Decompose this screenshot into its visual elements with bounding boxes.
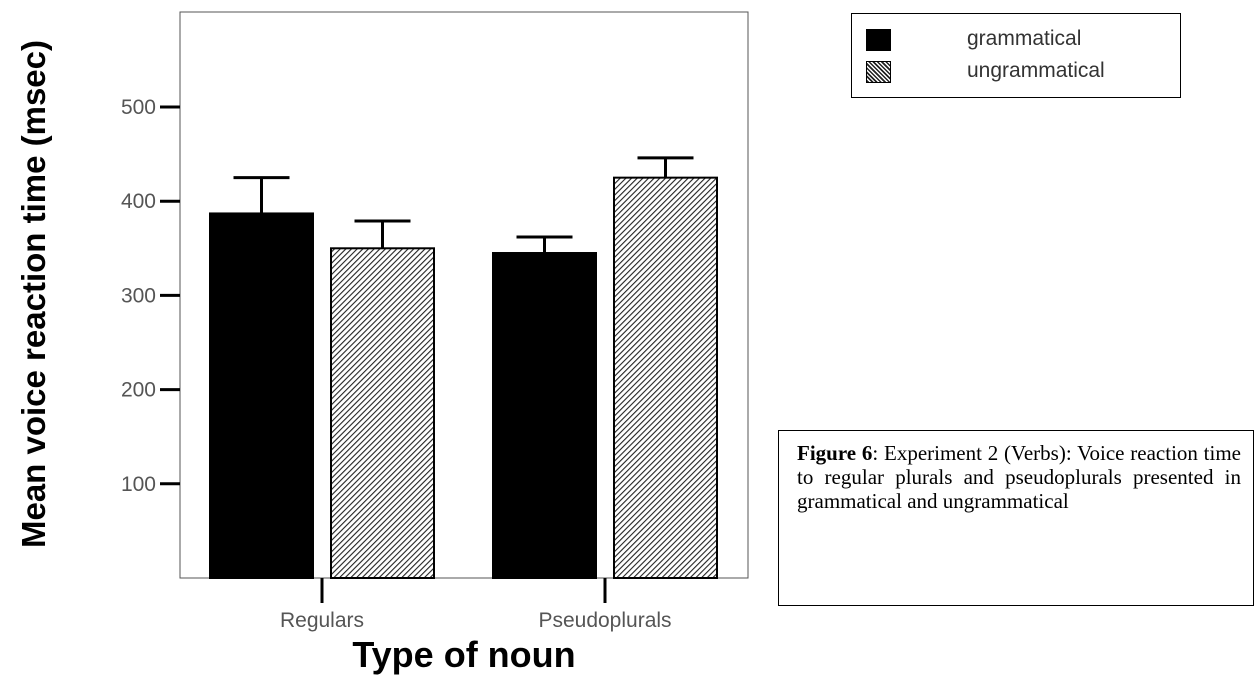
bars bbox=[209, 156, 718, 580]
y-tick-label: 400 bbox=[121, 190, 156, 213]
bar-grammatical-pseudoplurals bbox=[492, 252, 597, 579]
x-tick-label: Pseudoplurals bbox=[538, 609, 671, 632]
legend-label-grammatical: grammatical bbox=[967, 27, 1082, 50]
bar-ungrammatical-pseudoplurals bbox=[613, 176, 718, 579]
x-tick-label: Regulars bbox=[280, 609, 364, 632]
x-axis-label: Type of noun bbox=[352, 634, 575, 675]
x-axis: Regulars Pseudoplurals bbox=[280, 578, 672, 632]
figure-caption-label: Figure 6 bbox=[797, 441, 873, 465]
legend: grammatical ungrammatical bbox=[851, 13, 1181, 98]
bar-ungrammatical-regulars bbox=[330, 247, 435, 580]
figure-caption: Figure 6: Experiment 2 (Verbs): Voice re… bbox=[778, 430, 1254, 606]
legend-swatch-ungrammatical bbox=[866, 61, 891, 83]
legend-label-ungrammatical: ungrammatical bbox=[967, 59, 1105, 82]
y-tick-label: 200 bbox=[121, 379, 156, 402]
bar-grammatical-regulars bbox=[209, 212, 314, 579]
y-tick-label: 100 bbox=[121, 473, 156, 496]
y-tick-label: 500 bbox=[121, 96, 156, 119]
figure-caption-text: : Experiment 2 (Verbs): Voice reaction t… bbox=[797, 441, 1242, 513]
y-axis-label: Mean voice reaction time (msec) bbox=[15, 40, 52, 548]
legend-swatch-grammatical bbox=[866, 29, 891, 51]
y-axis: 100 200 300 400 500 bbox=[121, 96, 180, 496]
y-tick-label: 300 bbox=[121, 284, 156, 307]
